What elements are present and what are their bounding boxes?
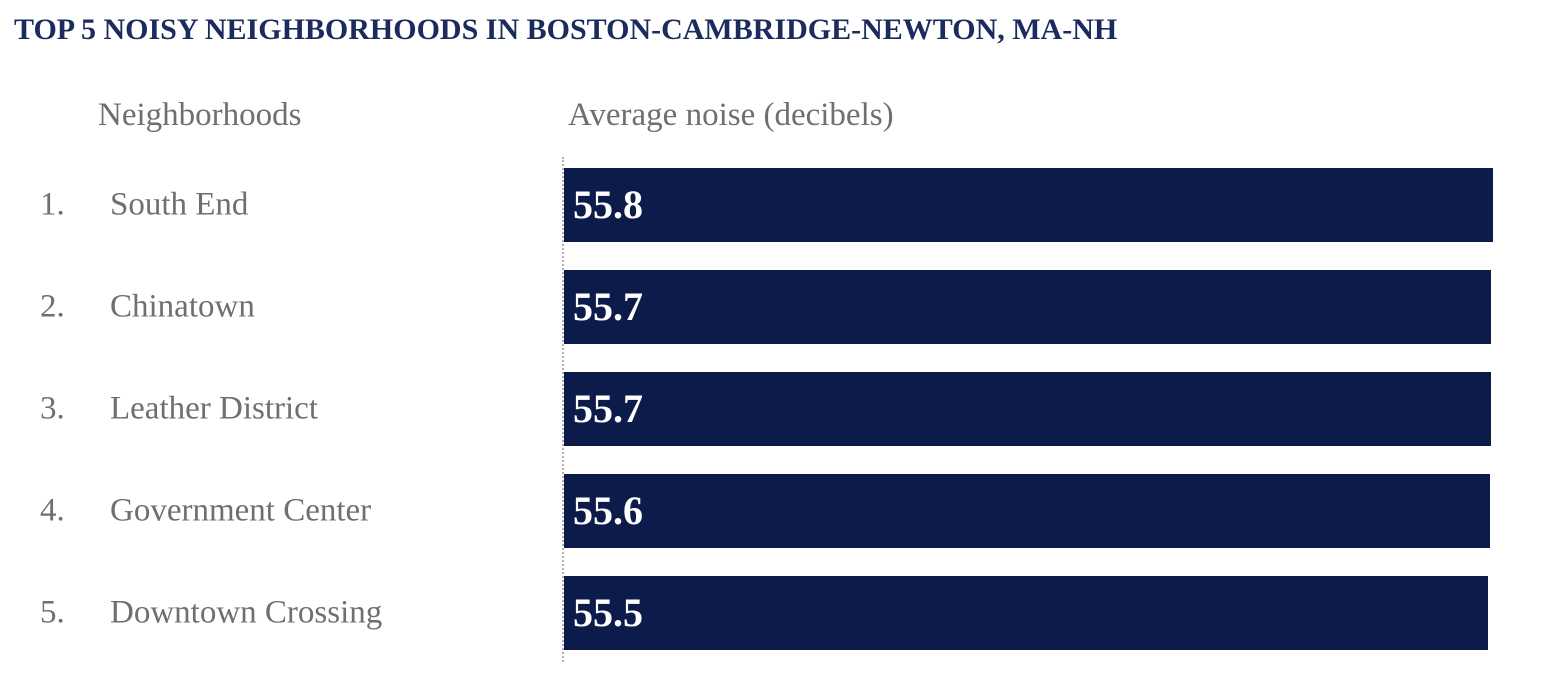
row-neighborhood-name: Leather District	[110, 390, 318, 427]
bar-value-label: 55.7	[573, 386, 643, 431]
table-row: 1. South End 55.8	[0, 168, 1562, 242]
bar-value-label: 55.5	[573, 590, 643, 635]
row-rank: 5.	[40, 594, 65, 631]
row-rank: 2.	[40, 288, 65, 325]
row-rank: 1.	[40, 186, 65, 223]
bar: 55.7	[564, 372, 1492, 446]
column-header-neighborhoods: Neighborhoods	[98, 97, 302, 133]
table-row: 2. Chinatown 55.7	[0, 270, 1562, 344]
table-row: 4. Government Center 55.6	[0, 474, 1562, 548]
bar: 55.7	[564, 270, 1492, 344]
row-neighborhood-name: South End	[110, 186, 249, 223]
row-neighborhood-name: Downtown Crossing	[110, 594, 383, 631]
row-rank: 3.	[40, 390, 65, 427]
bar: 55.5	[564, 576, 1488, 650]
baseline-axis	[562, 157, 564, 662]
row-rank: 4.	[40, 492, 65, 529]
chart-title: TOP 5 NOISY NEIGHBORHOODS IN BOSTON-CAMB…	[14, 13, 1118, 46]
table-row: 3. Leather District 55.7	[0, 372, 1562, 446]
bar: 55.8	[564, 168, 1493, 242]
bar-value-label: 55.6	[573, 488, 643, 533]
row-neighborhood-name: Government Center	[110, 492, 372, 529]
row-neighborhood-name: Chinatown	[110, 288, 255, 325]
table-row: 5. Downtown Crossing 55.5	[0, 576, 1562, 650]
column-header-average-noise: Average noise (decibels)	[568, 97, 894, 133]
bar-value-label: 55.8	[573, 182, 643, 227]
bar: 55.6	[564, 474, 1490, 548]
bar-value-label: 55.7	[573, 284, 643, 329]
